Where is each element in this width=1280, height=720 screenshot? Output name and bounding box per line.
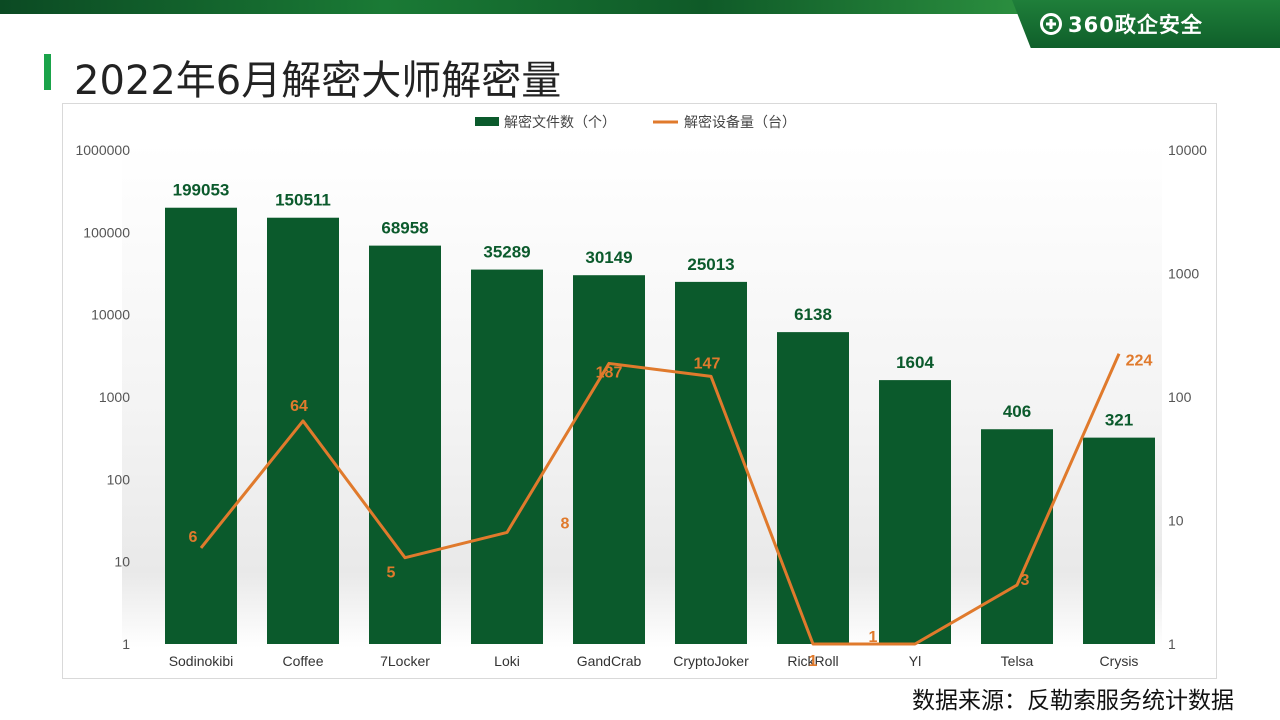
category-tick-label: 7Locker	[380, 653, 430, 669]
line-value-label: 1	[809, 653, 818, 670]
legend-bar-swatch	[475, 117, 499, 126]
left-axis-tick-label: 1000	[99, 389, 130, 405]
plus-circle-icon	[1040, 13, 1062, 35]
bar	[675, 281, 747, 644]
bar-value-label: 199053	[173, 181, 230, 200]
bar-value-label: 150511	[275, 191, 331, 210]
line-series-path	[199, 353, 1121, 646]
bar-value-label: 1604	[896, 353, 934, 372]
category-tick-label: Yl	[909, 653, 921, 669]
bar-value-label: 6138	[794, 305, 832, 324]
right-axis-tick-label: 10000	[1168, 142, 1207, 158]
bar-value-label: 406	[1003, 402, 1031, 421]
right-axis-tick-label: 100	[1168, 389, 1192, 405]
line-value-label: 224	[1126, 353, 1153, 370]
category-tick-label: CryptoJoker	[673, 653, 749, 669]
line-value-label: 64	[290, 398, 308, 415]
line-value-label: 5	[387, 565, 396, 582]
data-source-note: 数据来源：反勒索服务统计数据	[912, 688, 1234, 714]
bar	[471, 269, 543, 644]
bar	[777, 332, 849, 644]
page-title: 2022年6月解密大师解密量	[74, 58, 562, 104]
chart: 1 10 100 1000 10000 100000 1000000 1 10 100 1000 10…	[75, 114, 1207, 670]
bar	[879, 380, 951, 644]
right-axis-tick-label: 10	[1168, 513, 1184, 529]
line-value-label: 3	[1021, 572, 1030, 589]
category-tick-label: Coffee	[283, 653, 324, 669]
line-value-label: 8	[561, 515, 570, 532]
left-axis-tick-label: 10000	[91, 307, 130, 323]
legend-bar-label: 解密文件数（个）	[504, 114, 616, 131]
category-tick-label: Sodinokibi	[169, 653, 234, 669]
left-axis-tick-label: 100000	[83, 224, 130, 240]
legend-line-label: 解密设备量（台）	[684, 114, 796, 131]
bar	[981, 429, 1053, 644]
category-tick-label: Loki	[494, 653, 520, 669]
category-tick-label: GandCrab	[577, 653, 642, 669]
category-tick-label: RickRoll	[787, 653, 838, 669]
bar	[267, 217, 339, 644]
bar-value-label: 35289	[483, 243, 530, 262]
line-value-label: 187	[596, 364, 623, 381]
bar-value-label: 321	[1105, 411, 1133, 430]
line-value-label: 6	[189, 529, 198, 546]
left-axis-tick-label: 1000000	[75, 142, 130, 158]
left-axis-tick-label: 1	[122, 636, 130, 652]
line-value-label: 147	[694, 355, 721, 372]
bar-value-label: 25013	[687, 255, 734, 274]
brand-logo: 360政企安全	[1040, 9, 1203, 39]
left-axis-tick-label: 10	[114, 554, 130, 570]
right-axis-tick-label: 1000	[1168, 266, 1199, 282]
bar	[573, 275, 645, 644]
bar	[369, 245, 441, 644]
top-decorative-band	[0, 0, 1280, 14]
bar-value-label: 68958	[381, 219, 428, 238]
category-tick-label: Crysis	[1100, 653, 1139, 669]
line-value-label: 1	[869, 629, 878, 646]
bar	[1083, 437, 1155, 644]
title-accent-bar	[44, 54, 51, 90]
category-tick-label: Telsa	[1001, 653, 1034, 669]
bar-value-label: 30149	[585, 248, 632, 267]
right-axis-tick-label: 1	[1168, 636, 1176, 652]
bar	[165, 207, 237, 644]
brand-name: 360政企安全	[1068, 13, 1203, 37]
left-axis-tick-label: 100	[107, 471, 131, 487]
